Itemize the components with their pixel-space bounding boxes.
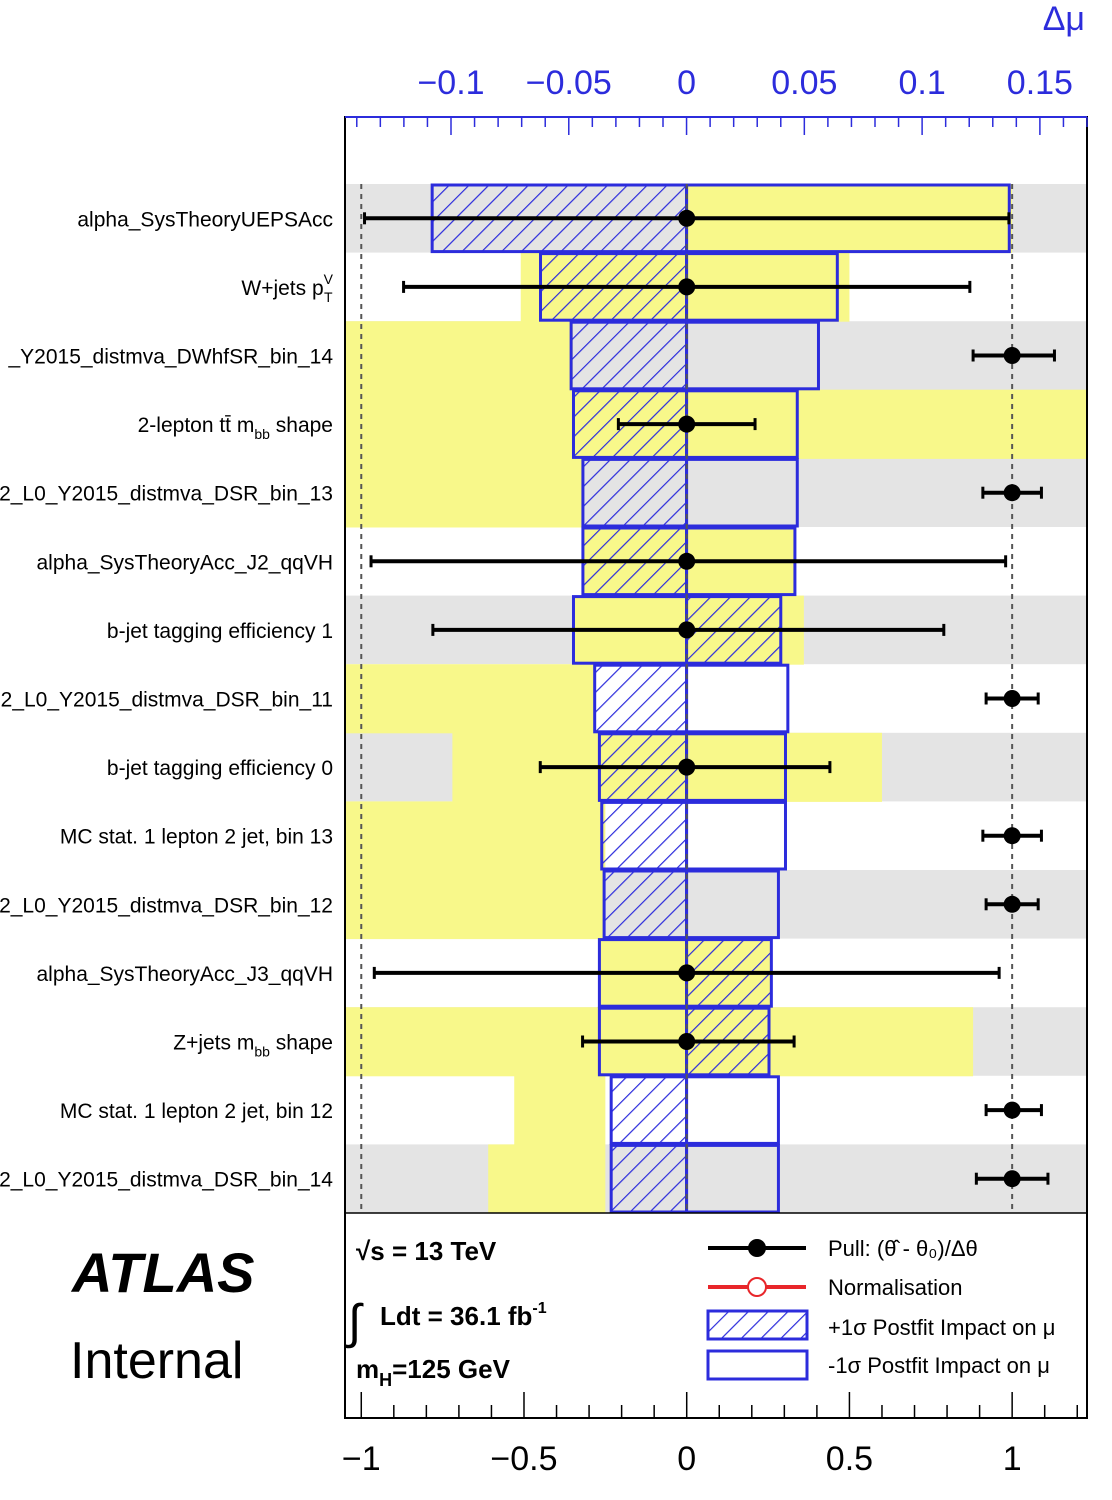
- row-band: [345, 1144, 1087, 1214]
- legend-pull-marker: [748, 1239, 766, 1257]
- pull-marker: [678, 552, 696, 570]
- pull-band: [345, 321, 573, 391]
- pull-marker: [1003, 1170, 1021, 1188]
- bottom-tick-label: 0: [677, 1440, 696, 1478]
- row-label: alpha_SysTheoryAcc_J3_qqVH: [36, 963, 333, 986]
- row-label: alpha_SysTheoryUEPSAcc: [77, 208, 333, 231]
- row-label: alpha_SysTheoryAcc_J2_qqVH: [36, 551, 333, 574]
- bottom-tick-label: −1: [342, 1440, 381, 1478]
- legend-plus-text: +1σ Postfit Impact on μ: [828, 1315, 1055, 1340]
- pull-band: [345, 870, 606, 940]
- top-tick-label: −0.05: [526, 64, 612, 102]
- pull-marker: [1003, 1101, 1021, 1119]
- row-label: 2_L0_Y2015_distmva_DSR_bin_14: [0, 1169, 333, 1192]
- impact-plus-bar: [569, 320, 689, 391]
- row-label: 2_L0_Y2015_distmva_DSR_bin_11: [1, 689, 333, 712]
- pull-band: [514, 1075, 606, 1145]
- pull-marker: [1003, 484, 1021, 502]
- frame: [344, 116, 1088, 1419]
- legend-minus-swatch: [706, 1349, 809, 1381]
- pull-marker: [678, 621, 696, 639]
- pull-marker: [678, 1033, 696, 1050]
- impact-plus-bar: [609, 1143, 689, 1214]
- top-tick-label: 0: [677, 64, 696, 102]
- lumi-label: Ldt = 36.1 fb-1: [380, 1300, 547, 1331]
- impact-plus-bar: [609, 1075, 689, 1145]
- top-tick-label: 0.1: [898, 64, 945, 102]
- legend-norm-marker: [747, 1277, 767, 1297]
- top-axis-label: Δμ: [1043, 0, 1085, 38]
- row-band: [345, 1075, 1087, 1145]
- pull-band: [345, 801, 606, 871]
- pull-marker: [678, 758, 696, 776]
- row-label: Z+jets mbb shape: [173, 1032, 333, 1060]
- row-label: b-jet tagging efficiency 0: [107, 757, 333, 780]
- lumi-integral: ∫: [345, 1296, 364, 1349]
- legend-plus-swatch: [706, 1309, 809, 1341]
- legend-minus-text: -1σ Postfit Impact on μ: [828, 1353, 1050, 1378]
- pull-marker: [678, 278, 696, 296]
- top-tick-label: 0.05: [771, 64, 837, 102]
- pull-marker: [678, 209, 696, 227]
- pull-marker: [678, 415, 696, 433]
- impact-plus-bar: [602, 869, 689, 940]
- impact-minus-bar: [685, 457, 799, 528]
- pull-marker: [1003, 895, 1021, 913]
- pull-band: [345, 458, 583, 528]
- pull-band: [488, 1144, 606, 1214]
- mass-label: mH=125 GeV: [356, 1354, 511, 1390]
- impact-plus-bar: [593, 663, 689, 734]
- bottom-tick-label: 1: [1003, 1440, 1022, 1478]
- pull-band: [345, 664, 596, 734]
- mass-sub: H: [379, 1370, 392, 1390]
- row-label: MC stat. 1 lepton 2 jet, bin 12: [60, 1100, 333, 1123]
- row-label: 2_L0_Y2015_distmva_DSR_bin_12: [0, 894, 333, 917]
- axes: −0.1 −0.05 0 0.05 0.1 0.15 −1 −0.5 0 0.5 1: [342, 64, 1088, 1478]
- pull-marker: [1003, 827, 1021, 845]
- pull-marker: [1003, 690, 1021, 707]
- row-label: _Y2015_distmva_DWhfSR_bin_14: [7, 346, 333, 369]
- row-label: 2-lepton tt̄ mbb shape: [138, 414, 333, 442]
- pull-marker: [678, 964, 696, 982]
- top-tick-label: −0.1: [417, 64, 484, 102]
- impact-minus-bar: [685, 1075, 780, 1145]
- row-label: MC stat. 1 lepton 2 jet, bin 13: [60, 826, 333, 849]
- energy-label: √s = 13 TeV: [356, 1236, 497, 1266]
- bottom-tick-label: −0.5: [490, 1440, 557, 1478]
- top-tick-label: 0.15: [1007, 64, 1073, 102]
- pull-markers: [363, 209, 1056, 1188]
- row-label: 2_L0_Y2015_distmva_DSR_bin_13: [0, 483, 333, 506]
- impact-plus-bar: [600, 800, 689, 871]
- row-label: W+jets pV T: [241, 271, 333, 305]
- row-label: b-jet tagging efficiency 1: [107, 620, 333, 643]
- bottom-tick-label: 0.5: [826, 1440, 873, 1478]
- legend-norm-text: Normalisation: [828, 1275, 963, 1300]
- impact-plus-bar: [581, 457, 689, 528]
- atlas-brand: ATLAS: [70, 1241, 255, 1304]
- lumi-sup: -1: [532, 1300, 546, 1317]
- legend-pull-text: Pull: (θ̂ - θ₀)/Δθ: [828, 1236, 978, 1261]
- legend: Pull: (θ̂ - θ₀)/Δθ Normalisation +1σ Pos…: [706, 1236, 1055, 1381]
- row-labels: alpha_SysTheoryUEPSAcc W+jets pV T _Y2015_d…: [0, 208, 334, 1191]
- pull-marker: [1003, 347, 1021, 364]
- internal-label: Internal: [70, 1332, 243, 1390]
